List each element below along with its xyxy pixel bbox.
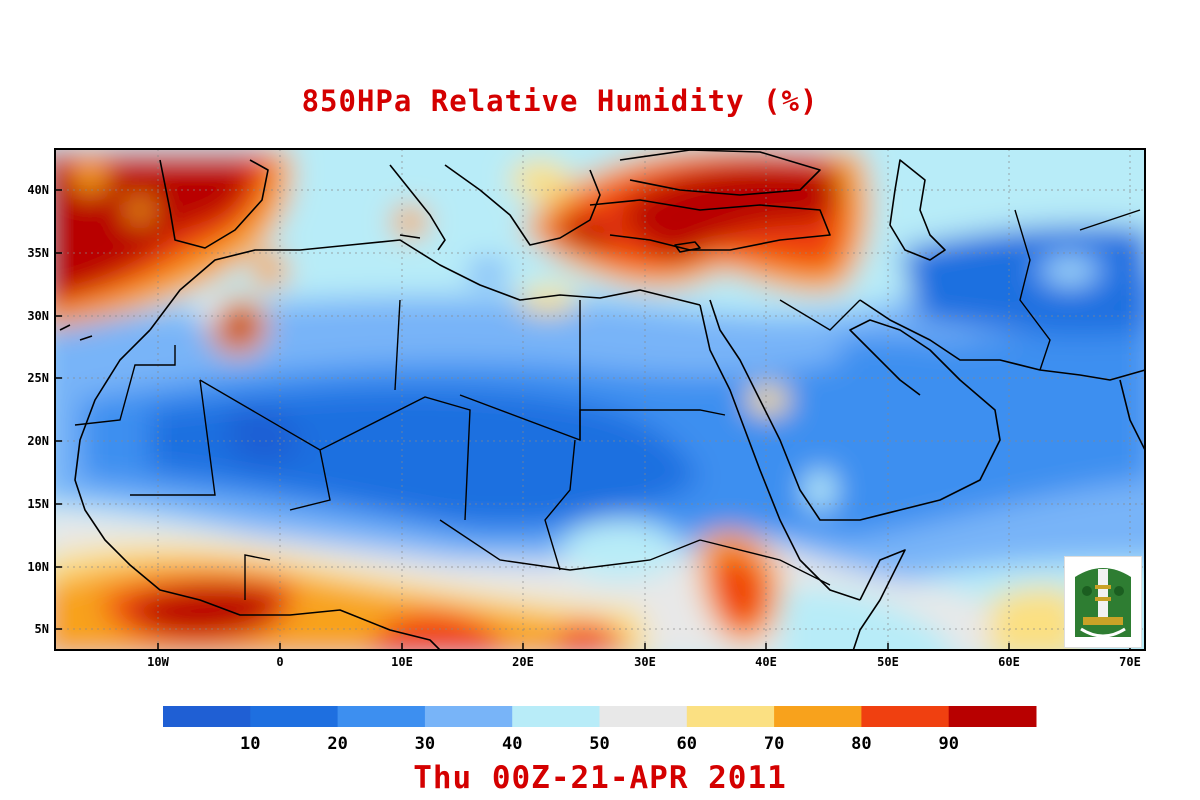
lon-label: 10W [147, 655, 169, 669]
lon-label: 0 [276, 655, 283, 669]
legend-swatch [250, 706, 339, 727]
legend-label: 40 [502, 734, 522, 754]
legend-swatch [512, 706, 600, 727]
lon-label: 30E [634, 655, 656, 669]
lat-label: 35N [27, 246, 49, 260]
legend-swatch [861, 706, 950, 727]
university-logo [1064, 556, 1142, 648]
legend-swatch [599, 706, 688, 727]
legend-label: 30 [415, 734, 435, 754]
chart-title: 850HPa Relative Humidity (%) [301, 84, 819, 118]
legend-swatch [337, 706, 426, 727]
coastlines [59, 149, 1145, 650]
lat-label: 20N [27, 434, 49, 448]
lon-label: 70E [1119, 655, 1141, 669]
legend-swatch [686, 706, 775, 727]
legend-label: 90 [938, 734, 958, 754]
legend-label: 70 [764, 734, 784, 754]
legend-label: 50 [589, 734, 609, 754]
lat-label: 25N [27, 371, 49, 385]
valid-time-label: Thu 00Z-21-APR 2011 [413, 760, 787, 796]
humidity-field [55, 149, 1145, 650]
country-borders [74, 209, 1141, 600]
lat-label: 5N [35, 622, 49, 636]
lat-label: 10N [27, 560, 49, 574]
axis-ticks [55, 189, 1131, 650]
graticule [55, 149, 1145, 650]
legend-label: 10 [240, 734, 260, 754]
legend-swatch [424, 706, 513, 727]
legend-label: 60 [677, 734, 697, 754]
legend-swatch [774, 706, 862, 727]
lat-label: 15N [27, 497, 49, 511]
lat-label: 40N [27, 183, 49, 197]
legend-swatch [948, 706, 1037, 727]
lat-label: 30N [27, 309, 49, 323]
lon-label: 10E [391, 655, 413, 669]
lon-label: 20E [512, 655, 534, 669]
lon-label: 40E [755, 655, 777, 669]
map-frame [54, 148, 1146, 651]
lon-label: 60E [998, 655, 1020, 669]
legend-swatch [163, 706, 251, 727]
lon-label: 50E [877, 655, 899, 669]
legend-label: 20 [327, 734, 347, 754]
legend-label: 80 [851, 734, 871, 754]
